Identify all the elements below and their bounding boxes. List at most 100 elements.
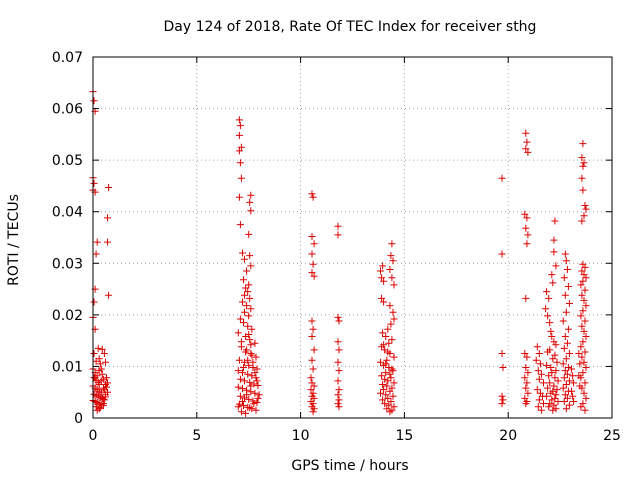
data-point bbox=[381, 375, 389, 383]
data-point bbox=[309, 193, 317, 201]
y-axis-label: ROTI / TECUs bbox=[6, 194, 22, 286]
data-point bbox=[559, 317, 567, 325]
data-point bbox=[386, 387, 394, 395]
data-point bbox=[545, 294, 553, 302]
data-point bbox=[334, 391, 342, 399]
data-point bbox=[543, 288, 551, 296]
data-point bbox=[390, 403, 398, 411]
data-point bbox=[559, 384, 567, 392]
data-point bbox=[102, 393, 109, 401]
data-point bbox=[104, 214, 111, 222]
data-point bbox=[581, 406, 589, 414]
data-point bbox=[334, 222, 342, 230]
data-point bbox=[241, 255, 248, 263]
data-point bbox=[582, 274, 590, 282]
data-point bbox=[307, 374, 315, 382]
data-point bbox=[533, 343, 541, 351]
data-point bbox=[562, 308, 570, 316]
data-point bbox=[245, 312, 253, 320]
data-point bbox=[335, 403, 343, 411]
data-point bbox=[575, 350, 583, 357]
data-point bbox=[582, 333, 590, 340]
data-point bbox=[377, 358, 384, 366]
data-point bbox=[543, 392, 551, 400]
data-point bbox=[551, 351, 559, 359]
data-point bbox=[577, 403, 585, 411]
data-point bbox=[537, 406, 545, 414]
data-point bbox=[309, 389, 317, 397]
data-point bbox=[310, 405, 318, 413]
data-point bbox=[247, 350, 255, 357]
data-point bbox=[237, 143, 245, 151]
data-point bbox=[379, 329, 387, 337]
data-point bbox=[308, 317, 316, 325]
data-point bbox=[545, 372, 553, 380]
data-point bbox=[96, 360, 104, 368]
data-point bbox=[384, 377, 392, 385]
data-point bbox=[105, 184, 113, 191]
data-points bbox=[89, 88, 590, 417]
data-point bbox=[576, 382, 584, 390]
data-point bbox=[580, 212, 588, 220]
y-tick-label: 0.03 bbox=[52, 256, 83, 272]
data-point bbox=[242, 409, 250, 417]
data-point bbox=[382, 369, 390, 377]
data-point bbox=[236, 122, 244, 130]
data-point bbox=[244, 322, 252, 330]
data-point bbox=[382, 391, 390, 399]
data-point bbox=[379, 396, 387, 404]
data-point bbox=[562, 405, 570, 413]
data-point bbox=[98, 370, 106, 378]
data-point bbox=[239, 298, 246, 306]
data-point bbox=[383, 356, 391, 364]
data-point bbox=[378, 294, 386, 302]
tick-marks bbox=[92, 56, 613, 419]
data-point bbox=[546, 379, 554, 387]
x-tick-label: 10 bbox=[292, 428, 310, 444]
data-point bbox=[95, 381, 103, 388]
y-tick-label: 0.05 bbox=[52, 153, 83, 169]
data-point bbox=[387, 374, 395, 382]
data-point bbox=[385, 364, 393, 371]
data-point bbox=[236, 221, 244, 229]
data-point bbox=[252, 353, 260, 361]
data-point bbox=[382, 333, 390, 340]
data-point bbox=[548, 333, 556, 340]
data-point bbox=[377, 389, 384, 397]
data-point bbox=[579, 140, 587, 148]
y-tick-label: 0.06 bbox=[52, 102, 83, 118]
data-point bbox=[334, 313, 342, 321]
data-point bbox=[540, 379, 547, 387]
data-point bbox=[498, 174, 506, 182]
data-point bbox=[581, 263, 589, 271]
data-point bbox=[579, 338, 587, 346]
data-point bbox=[387, 398, 395, 405]
data-point bbox=[335, 346, 343, 354]
grid-layer bbox=[93, 57, 612, 418]
data-point bbox=[563, 339, 571, 347]
data-point bbox=[309, 365, 317, 373]
data-point bbox=[335, 367, 343, 375]
data-point bbox=[570, 398, 578, 405]
data-point bbox=[102, 358, 109, 366]
data-point bbox=[551, 217, 559, 225]
data-point bbox=[498, 392, 506, 400]
data-point bbox=[95, 367, 103, 375]
data-point bbox=[575, 372, 583, 380]
data-point bbox=[248, 372, 256, 380]
data-point bbox=[234, 329, 242, 337]
data-point bbox=[334, 377, 342, 385]
data-point bbox=[548, 369, 556, 377]
data-point bbox=[577, 312, 585, 320]
data-point bbox=[390, 315, 398, 323]
data-point bbox=[565, 377, 573, 385]
data-point bbox=[90, 97, 98, 105]
data-point bbox=[388, 274, 396, 282]
data-point bbox=[245, 230, 253, 238]
data-point bbox=[251, 339, 259, 347]
plot-frame bbox=[92, 56, 613, 419]
data-point bbox=[563, 370, 571, 378]
data-point bbox=[254, 382, 262, 389]
data-point bbox=[579, 277, 587, 285]
data-point bbox=[550, 236, 558, 244]
